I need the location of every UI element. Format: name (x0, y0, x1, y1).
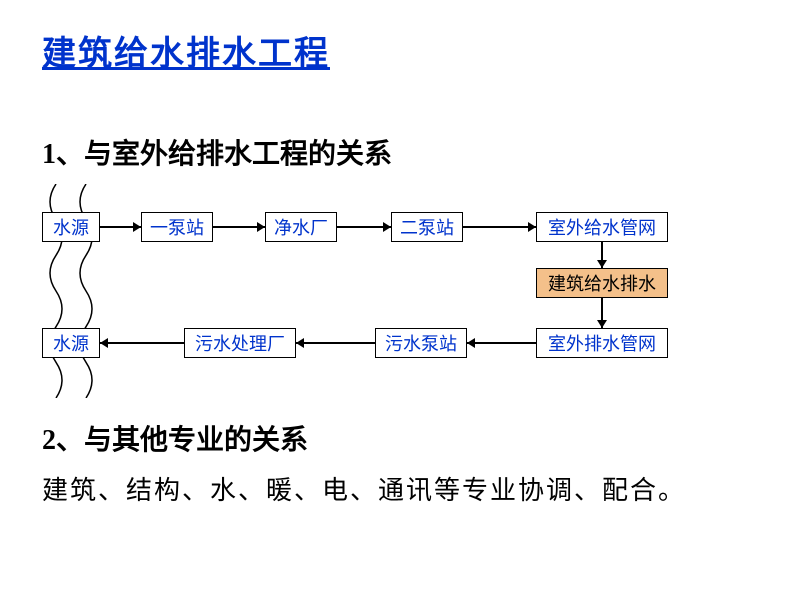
edge-line (337, 226, 391, 228)
section-2-heading: 2、与其他专业的关系 (42, 418, 308, 458)
arrow-head-icon (133, 222, 141, 232)
arrow-head-icon (100, 338, 108, 348)
section-2-body: 建筑、结构、水、暖、电、通讯等专业协调、配合。 (42, 470, 686, 507)
node-source_top: 水源 (42, 212, 100, 242)
arrow-head-icon (597, 260, 607, 268)
edge-line (467, 342, 536, 344)
page-title: 建筑给水排水工程 (42, 26, 330, 75)
arrow-head-icon (528, 222, 536, 232)
node-source_bottom: 水源 (42, 328, 100, 358)
edge-line (463, 226, 536, 228)
arrow-head-icon (467, 338, 475, 348)
edge-line (296, 342, 375, 344)
section-1-text: 与室外给排水工程的关系 (84, 139, 392, 170)
edge-line (601, 298, 603, 328)
section-2-text: 与其他专业的关系 (84, 425, 308, 456)
node-building: 建筑给水排水 (536, 268, 668, 298)
node-supply_net: 室外给水管网 (536, 212, 668, 242)
arrow-head-icon (597, 320, 607, 328)
arrow-head-icon (383, 222, 391, 232)
node-sewage_pump: 污水泵站 (375, 328, 467, 358)
edge-line (100, 226, 141, 228)
node-drain_net: 室外排水管网 (536, 328, 668, 358)
node-wtp: 净水厂 (265, 212, 337, 242)
wavy-line-0 (36, 184, 76, 398)
edge-line (213, 226, 265, 228)
flowchart: 水源 一泵站 净水厂 二泵站 室外给水管网建筑给水排水室外排水管网 污水泵站 污水处理厂 水源 (0, 0, 800, 600)
section-2-number: 2、 (42, 425, 84, 456)
section-1-heading: 1、与室外给排水工程的关系 (42, 132, 392, 172)
arrow-head-icon (257, 222, 265, 232)
wavy-line-1 (66, 184, 106, 398)
arrow-head-icon (296, 338, 304, 348)
edge-line (100, 342, 184, 344)
section-1-number: 1、 (42, 139, 84, 170)
node-pump1: 一泵站 (141, 212, 213, 242)
node-sewage_plant: 污水处理厂 (184, 328, 296, 358)
edge-line (601, 242, 603, 268)
node-pump2: 二泵站 (391, 212, 463, 242)
